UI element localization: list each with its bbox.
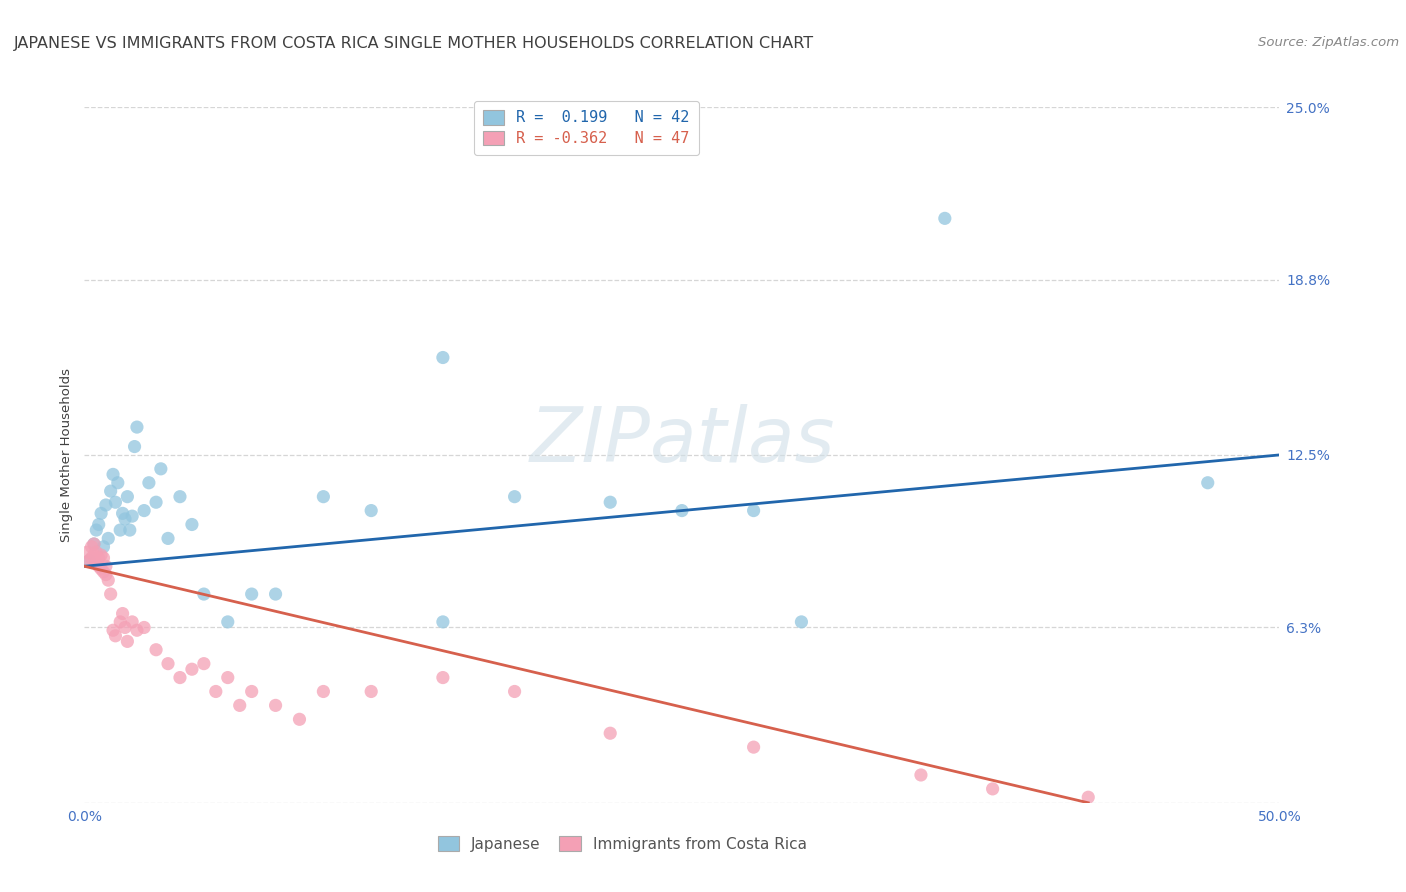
- Point: [110, 523, 132, 537]
- Point: [934, 211, 956, 226]
- Point: [121, 509, 143, 524]
- Point: [181, 662, 204, 676]
- Point: [503, 684, 526, 698]
- Point: [157, 657, 180, 671]
- Point: [432, 351, 454, 365]
- Point: [77, 554, 100, 568]
- Point: [132, 503, 156, 517]
- Point: [132, 620, 156, 634]
- Point: [503, 490, 526, 504]
- Point: [87, 559, 110, 574]
- Point: [86, 523, 108, 537]
- Point: [1077, 790, 1099, 805]
- Point: [110, 615, 132, 629]
- Point: [114, 512, 136, 526]
- Point: [93, 565, 115, 579]
- Point: [94, 567, 117, 582]
- Point: [90, 507, 112, 521]
- Point: [90, 548, 112, 562]
- Point: [981, 781, 1004, 796]
- Point: [288, 712, 311, 726]
- Text: JAPANESE VS IMMIGRANTS FROM COSTA RICA SINGLE MOTHER HOUSEHOLDS CORRELATION CHAR: JAPANESE VS IMMIGRANTS FROM COSTA RICA S…: [14, 36, 814, 51]
- Point: [90, 562, 112, 576]
- Point: [87, 550, 110, 565]
- Point: [742, 740, 765, 755]
- Point: [229, 698, 252, 713]
- Point: [312, 490, 335, 504]
- Point: [83, 537, 105, 551]
- Point: [111, 607, 134, 621]
- Point: [217, 671, 239, 685]
- Point: [671, 503, 693, 517]
- Point: [169, 671, 191, 685]
- Point: [94, 559, 117, 574]
- Point: [97, 532, 120, 546]
- Point: [97, 573, 120, 587]
- Point: [1197, 475, 1219, 490]
- Point: [790, 615, 813, 629]
- Point: [157, 532, 180, 546]
- Point: [125, 420, 148, 434]
- Point: [149, 462, 172, 476]
- Point: [217, 615, 239, 629]
- Point: [264, 698, 287, 713]
- Point: [360, 503, 382, 517]
- Point: [240, 587, 263, 601]
- Point: [432, 615, 454, 629]
- Point: [124, 440, 146, 454]
- Point: [125, 624, 148, 638]
- Point: [117, 490, 139, 504]
- Legend: Japanese, Immigrants from Costa Rica: Japanese, Immigrants from Costa Rica: [432, 830, 813, 858]
- Point: [93, 540, 115, 554]
- Point: [138, 475, 160, 490]
- Point: [360, 684, 382, 698]
- Point: [205, 684, 228, 698]
- Point: [193, 587, 215, 601]
- Point: [76, 545, 98, 559]
- Point: [742, 503, 765, 517]
- Point: [101, 467, 124, 482]
- Point: [80, 550, 103, 565]
- Point: [910, 768, 932, 782]
- Point: [93, 550, 115, 565]
- Point: [104, 629, 127, 643]
- Y-axis label: Single Mother Households: Single Mother Households: [60, 368, 73, 542]
- Point: [240, 684, 263, 698]
- Point: [145, 495, 167, 509]
- Point: [100, 587, 122, 601]
- Point: [264, 587, 287, 601]
- Point: [432, 671, 454, 685]
- Point: [77, 554, 100, 568]
- Text: Source: ZipAtlas.com: Source: ZipAtlas.com: [1258, 36, 1399, 49]
- Point: [83, 537, 105, 551]
- Text: ZIPatlas: ZIPatlas: [529, 404, 835, 478]
- Point: [169, 490, 191, 504]
- Point: [121, 615, 143, 629]
- Point: [145, 642, 167, 657]
- Point: [117, 634, 139, 648]
- Point: [100, 484, 122, 499]
- Point: [94, 498, 117, 512]
- Point: [111, 507, 134, 521]
- Point: [193, 657, 215, 671]
- Point: [80, 540, 103, 554]
- Point: [83, 548, 105, 562]
- Point: [312, 684, 335, 698]
- Point: [107, 475, 129, 490]
- Point: [86, 545, 108, 559]
- Point: [118, 523, 141, 537]
- Point: [599, 726, 621, 740]
- Point: [86, 557, 108, 571]
- Point: [101, 624, 124, 638]
- Point: [104, 495, 127, 509]
- Point: [114, 620, 136, 634]
- Point: [87, 517, 110, 532]
- Point: [599, 495, 621, 509]
- Point: [181, 517, 204, 532]
